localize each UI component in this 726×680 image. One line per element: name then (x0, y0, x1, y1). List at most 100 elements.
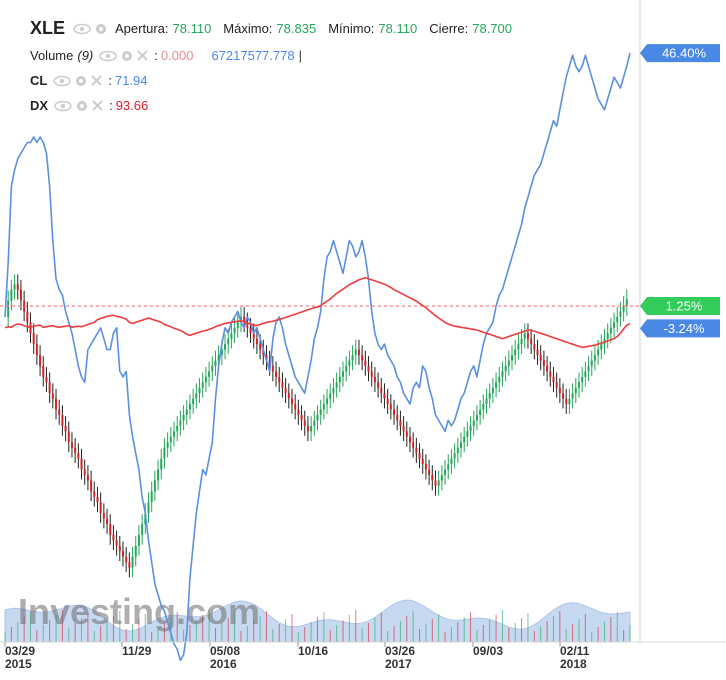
candle-body (389, 404, 392, 410)
xle-candle (437, 470, 440, 496)
xle-candle (35, 334, 38, 365)
gear-icon[interactable] (95, 23, 107, 35)
x-tick-label: 03/26 (385, 644, 415, 658)
gear-icon[interactable] (75, 75, 87, 87)
xle-candle (354, 339, 357, 365)
x-tick-year: 2017 (385, 657, 412, 671)
xle-candle (542, 350, 545, 376)
candle-body (590, 360, 593, 366)
low-value: 78.110 (378, 21, 418, 36)
close-icon[interactable] (91, 75, 103, 86)
eye-icon[interactable] (73, 23, 91, 35)
xle-candle (115, 530, 118, 556)
candle-body (128, 562, 131, 568)
xle-candle (463, 426, 466, 453)
gear-icon[interactable] (76, 100, 88, 112)
candle-body (192, 398, 195, 405)
candle-body (55, 398, 58, 410)
indicator-lines (0, 52, 640, 662)
xle-candle (150, 481, 153, 513)
candle-body (297, 409, 300, 415)
candle-body (332, 387, 335, 394)
xle-candle (600, 334, 603, 360)
xle-candle (526, 323, 529, 349)
candle-body (613, 322, 616, 328)
xle-candle (287, 383, 290, 409)
candle-body (546, 365, 549, 372)
xle-candle (568, 388, 571, 414)
candle-body (475, 415, 478, 421)
eye-icon[interactable] (54, 100, 72, 112)
candle-body (472, 420, 475, 426)
candle-body (131, 556, 134, 568)
close-value: 78.700 (472, 21, 512, 36)
candle-body (48, 382, 51, 394)
xle-candle (475, 405, 478, 431)
close-icon[interactable] (92, 100, 103, 111)
xle-candle (555, 372, 558, 398)
dx-value: 93.66 (115, 98, 149, 113)
candle-body (453, 453, 456, 459)
candle-body (106, 518, 109, 524)
xle-candle (466, 421, 469, 447)
xle-candle (310, 416, 313, 442)
xle-candle (431, 465, 434, 491)
candle-body (214, 360, 217, 366)
xle-candle (294, 394, 297, 420)
candle-body (313, 420, 316, 426)
xle-candle (179, 410, 182, 436)
candle-body (523, 333, 526, 339)
candle-body (134, 545, 137, 557)
x-tick-year: 2016 (210, 657, 237, 671)
candle-body (169, 436, 172, 443)
eye-icon[interactable] (53, 75, 72, 87)
xle-candle (514, 339, 517, 365)
xle-candle (102, 503, 105, 529)
legend-row-xle: XLE Apertura: 78.110 Máximo: 78.835 Míni… (30, 18, 512, 39)
xle-candle (326, 388, 329, 414)
xle-candle (255, 328, 258, 354)
candle-body (456, 447, 459, 454)
candle-body (329, 393, 332, 399)
candle-body (517, 344, 520, 350)
xle-candle (96, 486, 99, 513)
candle-body (188, 404, 191, 410)
candle-body (466, 431, 469, 437)
candle-body (163, 447, 166, 459)
xle-candle (322, 394, 325, 420)
close-icon[interactable] (137, 50, 148, 61)
dx-label: DX (30, 98, 49, 113)
candle-body (380, 387, 383, 394)
candle-body (141, 524, 144, 535)
candle-body (249, 327, 252, 334)
candle-body (593, 355, 596, 361)
candle-body (275, 371, 278, 377)
candle-body (185, 409, 188, 415)
gear-icon[interactable] (121, 50, 133, 62)
candle-body (112, 534, 115, 541)
xle-candle (125, 546, 128, 572)
xle-candle (393, 399, 396, 425)
dx-series-line (4, 276, 631, 349)
xle-candle (520, 328, 523, 354)
xle-candle (616, 307, 619, 333)
xle-candle (39, 345, 42, 376)
xle-candle (7, 290, 10, 327)
xle-candle (367, 356, 370, 382)
xle-candle (74, 437, 77, 463)
candle-body (13, 284, 16, 290)
xle-candle (386, 388, 389, 414)
xle-candle (278, 367, 281, 393)
eye-icon[interactable] (99, 50, 118, 62)
legend-row-volume: Volume (9) : 0.000 67217577.778 | (30, 48, 302, 63)
xle-candle (424, 454, 427, 480)
candle-body (377, 382, 380, 388)
candle-body (625, 299, 628, 306)
xle-candle (472, 410, 475, 436)
candle-body (208, 371, 211, 377)
candle-body (491, 387, 494, 394)
xle-candle (498, 367, 501, 393)
candle-body (405, 431, 408, 437)
